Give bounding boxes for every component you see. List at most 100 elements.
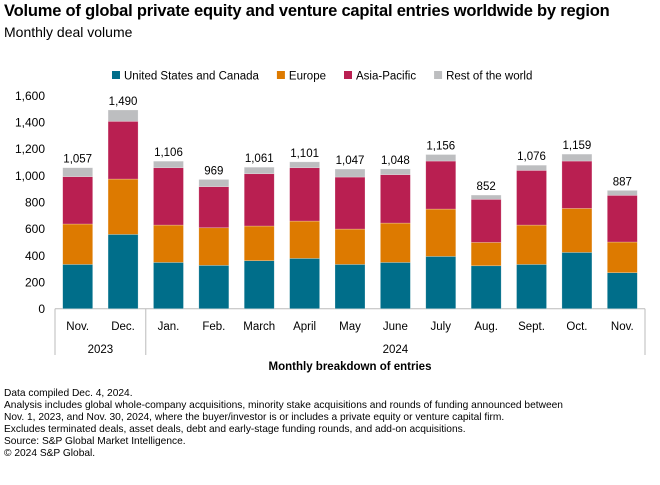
footnotes: Data compiled Dec. 4, 2024. Analysis inc… [4, 388, 563, 459]
chart-title: Volume of global private equity and vent… [4, 2, 610, 20]
bar-segment-rest-of-the-world-9 [470, 194, 502, 200]
total-label-0: 1,057 [63, 154, 92, 166]
bar-segment-united-states-and-canada-9 [470, 265, 502, 309]
x-tick-label-5: April [293, 321, 316, 333]
x-tick-label-0: Nov. [66, 321, 89, 333]
x-tick-label-7: June [383, 321, 408, 333]
bar-segment-asia-pacific-5 [289, 167, 320, 222]
y-tick-label: 1,200 [15, 142, 45, 156]
bar-segment-europe-2 [153, 224, 184, 263]
x-tick-label-4: March [243, 321, 275, 333]
bar-segment-asia-pacific-12 [607, 195, 638, 243]
y-tick-label: 600 [25, 222, 45, 236]
bar-segment-europe-9 [470, 242, 502, 267]
bar-segment-asia-pacific-2 [153, 167, 184, 226]
x-tick-label-3: Feb. [202, 321, 225, 333]
x-tick-label-6: May [339, 321, 361, 333]
bar-segment-united-states-and-canada-4 [243, 260, 275, 309]
bar-segment-asia-pacific-3 [198, 186, 230, 229]
bar-segment-rest-of-the-world-11 [561, 153, 593, 162]
footnote-source: Source: S&P Global Market Intelligence. [4, 435, 186, 447]
bar-segment-europe-3 [198, 227, 230, 266]
footnote-analysis-2: Nov. 1, 2023, and Nov. 30, 2024, where t… [4, 411, 505, 423]
chart-subtitle: Monthly deal volume [4, 24, 133, 40]
x-tick-label-10: Sept. [518, 321, 545, 333]
bar-segment-asia-pacific-7 [380, 174, 411, 224]
y-tick-label: 1,400 [15, 115, 45, 129]
bar-segment-europe-6 [334, 228, 366, 265]
bar-segment-united-states-and-canada-0 [62, 264, 93, 309]
legend-swatch-3 [434, 71, 443, 79]
y-tick-label: 200 [25, 276, 45, 290]
bar-segment-united-states-and-canada-6 [334, 264, 366, 309]
x-tick-label-1: Dec. [111, 321, 135, 333]
bar-segment-europe-1 [107, 178, 139, 235]
y-tick-label: 1,000 [15, 169, 45, 183]
total-label-4: 1,061 [245, 153, 274, 165]
bar-segment-asia-pacific-10 [516, 170, 547, 226]
x-tick-label-12: Nov. [611, 321, 634, 333]
x-axis-title: Monthly breakdown of entries [269, 361, 432, 373]
legend-label-3: Rest of the world [446, 71, 532, 83]
bar-segment-rest-of-the-world-10 [516, 164, 547, 171]
bar-segment-rest-of-the-world-6 [334, 168, 366, 178]
total-label-3: 969 [204, 165, 223, 177]
x-tick-label-2: Jan. [158, 321, 180, 333]
bar-segment-rest-of-the-world-3 [198, 179, 230, 187]
bar-segment-united-states-and-canada-8 [425, 256, 457, 309]
bar-segment-asia-pacific-11 [561, 160, 593, 209]
year-label-2023: 2023 [88, 344, 114, 356]
bar-segment-europe-10 [516, 224, 547, 265]
total-label-2: 1,106 [154, 147, 183, 159]
legend-swatch-0 [112, 71, 120, 79]
bar-segment-europe-0 [62, 223, 93, 265]
total-label-8: 1,156 [426, 141, 455, 153]
bar-segment-europe-4 [243, 225, 275, 261]
x-tick-label-9: Aug. [474, 321, 498, 333]
bar-segment-asia-pacific-8 [425, 160, 457, 210]
legend-swatch-1 [276, 71, 285, 79]
bar-segment-united-states-and-canada-1 [107, 234, 139, 309]
total-label-1: 1,490 [109, 96, 138, 108]
legend-label-2: Asia-Pacific [356, 71, 416, 83]
bar-segment-asia-pacific-6 [334, 176, 366, 230]
bar-segment-united-states-and-canada-7 [380, 262, 411, 310]
y-tick-label: 800 [25, 196, 45, 210]
bar-segment-rest-of-the-world-7 [380, 168, 411, 175]
total-label-10: 1,076 [517, 151, 546, 163]
footnote-exclusions: Excludes terminated deals, asset deals, … [4, 423, 466, 435]
total-label-12: 887 [613, 176, 632, 188]
x-tick-label-11: Oct. [566, 321, 587, 333]
x-tick-label-8: July [431, 321, 452, 333]
bar-segment-united-states-and-canada-5 [289, 258, 320, 310]
bar-segment-united-states-and-canada-12 [607, 272, 638, 310]
bar-segment-united-states-and-canada-11 [561, 252, 593, 310]
bar-segment-rest-of-the-world-12 [607, 190, 638, 196]
stacked-bar-chart: United States and Canada Europe Asia-Pacif… [15, 71, 646, 373]
y-tick-label: 400 [25, 249, 45, 263]
footnote-compiled: Data compiled Dec. 4, 2024. [4, 388, 133, 399]
bar-segment-rest-of-the-world-0 [62, 167, 93, 177]
bar-segment-rest-of-the-world-1 [107, 109, 139, 122]
total-label-5: 1,101 [290, 148, 319, 160]
bar-segment-europe-11 [561, 208, 593, 253]
footnote-analysis-1: Analysis includes global whole-company a… [4, 399, 563, 411]
bar-segment-europe-8 [425, 208, 457, 257]
legend-swatch-2 [344, 71, 352, 79]
bar-segment-europe-12 [607, 241, 638, 273]
bar-segment-rest-of-the-world-4 [243, 166, 275, 175]
legend-label-0: United States and Canada [124, 71, 260, 83]
year-label-2024: 2024 [383, 344, 409, 356]
y-tick-label: 1,600 [15, 89, 45, 103]
bar-segment-asia-pacific-0 [62, 176, 93, 225]
bar-segment-rest-of-the-world-2 [153, 160, 184, 169]
total-label-11: 1,159 [563, 140, 592, 152]
footnote-copyright: © 2024 S&P Global. [4, 447, 96, 459]
legend-label-1: Europe [289, 71, 326, 83]
bar-segment-united-states-and-canada-10 [516, 264, 547, 309]
bar-segment-asia-pacific-9 [470, 199, 502, 243]
bar-segment-rest-of-the-world-8 [425, 154, 457, 162]
y-tick-label: 0 [38, 302, 45, 316]
bar-segment-europe-7 [380, 222, 411, 263]
bar-segment-asia-pacific-1 [107, 121, 139, 180]
